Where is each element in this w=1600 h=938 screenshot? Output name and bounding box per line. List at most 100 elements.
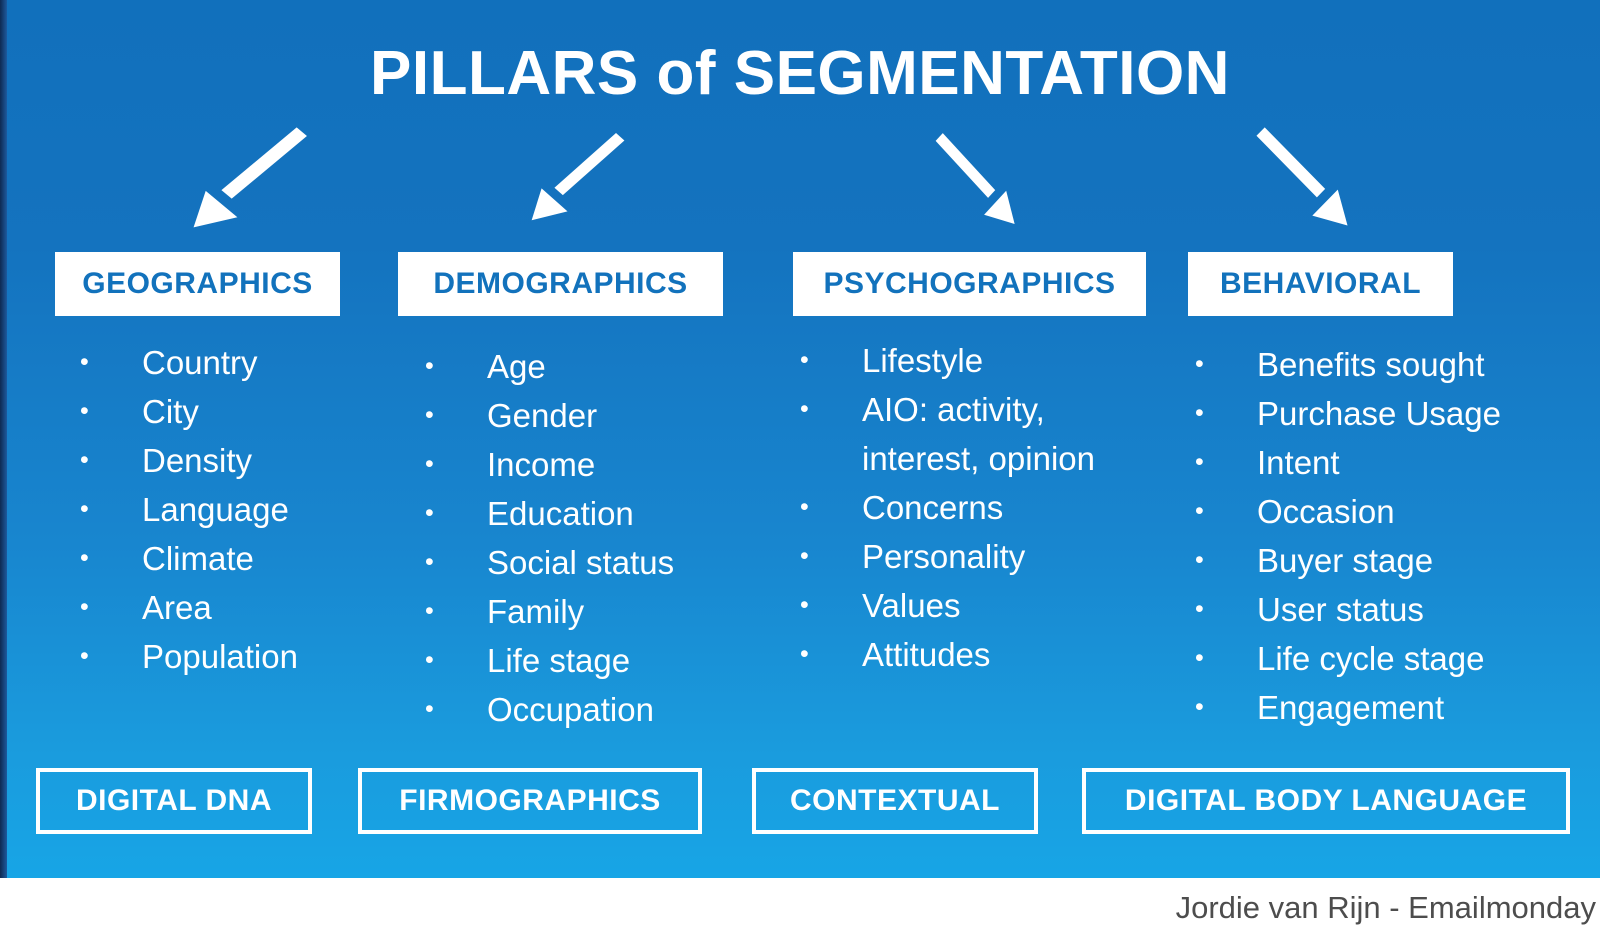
- list-item: • Attitudes: [790, 630, 1132, 679]
- attribution-text: Jordie van Rijn - Emailmonday: [1175, 890, 1596, 925]
- list-item: • Intent: [1185, 438, 1557, 487]
- bullet-icon: •: [1195, 448, 1204, 476]
- bullet-icon: •: [1195, 497, 1204, 525]
- bullet-icon: •: [800, 542, 809, 570]
- list-item: • Density: [70, 436, 380, 485]
- list-item-label: Age: [487, 348, 546, 385]
- list-item: • Family: [415, 587, 745, 636]
- bullet-icon: •: [1195, 644, 1204, 672]
- bullet-icon: •: [800, 395, 809, 423]
- list-item-label: Personality: [862, 538, 1026, 575]
- list-item-label: Purchase Usage: [1257, 395, 1501, 432]
- arrow-down-left-icon: [523, 130, 631, 226]
- page-title: PILLARS of SEGMENTATION: [370, 39, 1230, 108]
- list-item: • Age: [415, 342, 745, 391]
- list-item: • Occupation: [415, 685, 745, 734]
- list-item: • Buyer stage: [1185, 536, 1557, 585]
- list-item-label: Buyer stage: [1257, 542, 1434, 579]
- list-item: • Area: [70, 583, 380, 632]
- list-item-label: Family: [487, 593, 585, 630]
- bullet-icon: •: [800, 591, 809, 619]
- bullet-icon: •: [425, 499, 434, 527]
- bullet-icon: •: [80, 495, 89, 523]
- bullet-icon: •: [425, 352, 434, 380]
- arrow-down-right-icon: [930, 130, 1022, 230]
- bullet-icon: •: [80, 446, 89, 474]
- list-item: • Life cycle stage: [1185, 634, 1557, 683]
- list-item-label: Population: [142, 638, 298, 675]
- bullet-icon: •: [1195, 693, 1204, 721]
- list-item-label: Attitudes: [862, 636, 991, 673]
- bullet-icon: •: [1195, 546, 1204, 574]
- arrow-down-left-icon: [183, 124, 315, 234]
- footer-band: Jordie van Rijn - Emailmonday: [0, 878, 1600, 938]
- list-item: • Occasion: [1185, 487, 1557, 536]
- list-item-label: Social status: [487, 544, 675, 581]
- arrow-down-right-icon: [1250, 124, 1356, 232]
- bullet-icon: •: [1195, 350, 1204, 378]
- list-item-label: Education: [487, 495, 634, 532]
- list-item-label: Country: [142, 344, 258, 381]
- list-item: • Life stage: [415, 636, 745, 685]
- list-item: • Education: [415, 489, 745, 538]
- list-item-label: Values: [862, 587, 961, 624]
- list-item: • Engagement: [1185, 683, 1557, 732]
- bullet-icon: •: [80, 348, 89, 376]
- list-item-label: Life stage: [487, 642, 631, 679]
- list-item-label: Engagement: [1257, 689, 1445, 726]
- column-header-geographics: GEOGRAPHICS: [55, 252, 340, 316]
- list-item-label: Benefits sought: [1257, 346, 1485, 383]
- outline-box-contextual: CONTEXTUAL: [752, 768, 1038, 834]
- column-header-psychographics: PSYCHOGRAPHICS: [793, 252, 1146, 316]
- bullet-icon: •: [800, 346, 809, 374]
- list-item-label: Life cycle stage: [1257, 640, 1485, 677]
- list-item-label: Density: [142, 442, 253, 479]
- list-item: • Country: [70, 338, 380, 387]
- outline-box-firmographics: FIRMOGRAPHICS: [358, 768, 702, 834]
- outline-box-digital-body-language: DIGITAL BODY LANGUAGE: [1082, 768, 1570, 834]
- bullet-icon: •: [800, 493, 809, 521]
- bullet-icon: •: [80, 397, 89, 425]
- list-item: • Concerns: [790, 483, 1132, 532]
- list-item-label: Intent: [1257, 444, 1340, 481]
- bullet-icon: •: [425, 597, 434, 625]
- list-item: • Personality: [790, 532, 1132, 581]
- bullet-icon: •: [425, 548, 434, 576]
- bullet-icon: •: [425, 450, 434, 478]
- list-item-label: Occupation: [487, 691, 654, 728]
- bullet-icon: •: [80, 544, 89, 572]
- column-header-demographics: DEMOGRAPHICS: [398, 252, 723, 316]
- list-item-label: City: [142, 393, 199, 430]
- list-item: • User status: [1185, 585, 1557, 634]
- bullet-list-psychographics: • Lifestyle • AIO: activity, interest, opin…: [790, 336, 1132, 679]
- list-item-label: Occasion: [1257, 493, 1395, 530]
- bullet-icon: •: [80, 642, 89, 670]
- bullet-icon: •: [1195, 399, 1204, 427]
- bullet-list-behavioral: • Benefits sought • Purchase Usage • Intent • O…: [1185, 340, 1557, 732]
- left-edge-strip: [0, 0, 7, 878]
- list-item: • Purchase Usage: [1185, 389, 1557, 438]
- list-item: • Lifestyle: [790, 336, 1132, 385]
- bullet-icon: •: [425, 646, 434, 674]
- list-item-label: Area: [142, 589, 212, 626]
- bullet-list-geographics: • Country • City • Density • Language • Climate • A…: [70, 338, 380, 681]
- list-item: • City: [70, 387, 380, 436]
- list-item: • Values: [790, 581, 1132, 630]
- list-item: • Benefits sought: [1185, 340, 1557, 389]
- list-item-label: AIO: activity, interest, opinion: [862, 391, 1095, 477]
- column-header-behavioral: BEHAVIORAL: [1188, 252, 1453, 316]
- list-item-label: Gender: [487, 397, 598, 434]
- list-item-label: Language: [142, 491, 289, 528]
- bullet-icon: •: [1195, 595, 1204, 623]
- list-item: • Population: [70, 632, 380, 681]
- list-item: • Gender: [415, 391, 745, 440]
- list-item-label: Income: [487, 446, 596, 483]
- blue-gradient-background: [0, 0, 1600, 878]
- bullet-icon: •: [800, 640, 809, 668]
- list-item: • Social status: [415, 538, 745, 587]
- bullet-icon: •: [425, 695, 434, 723]
- list-item-label: User status: [1257, 591, 1424, 628]
- list-item-label: Climate: [142, 540, 254, 577]
- list-item: • Language: [70, 485, 380, 534]
